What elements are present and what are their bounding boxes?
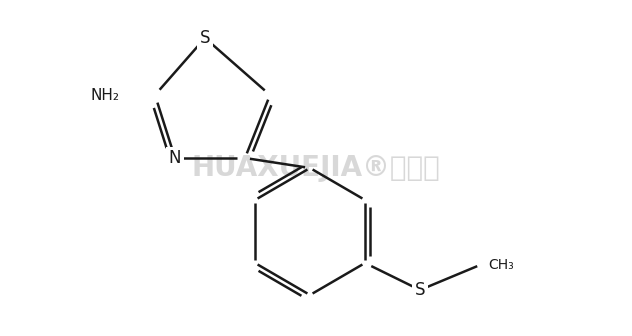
Text: HUAXUEJIA®化学加: HUAXUEJIA®化学加	[191, 154, 441, 182]
Text: N: N	[169, 149, 181, 167]
Text: NH₂: NH₂	[91, 87, 120, 102]
Text: S: S	[200, 29, 210, 47]
Text: S: S	[415, 281, 425, 299]
Text: CH₃: CH₃	[488, 258, 514, 272]
